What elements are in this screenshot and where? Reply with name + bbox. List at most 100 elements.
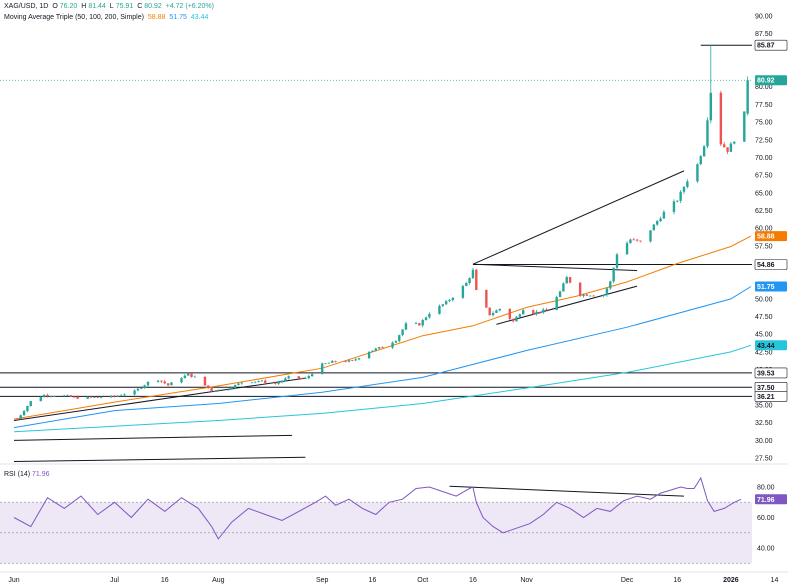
trendline <box>472 170 685 265</box>
candle <box>76 396 79 399</box>
candle <box>682 186 686 192</box>
candle <box>143 385 146 388</box>
time-tick-label: 16 <box>161 577 169 584</box>
candle <box>274 382 277 384</box>
candle <box>193 376 197 378</box>
candle <box>515 316 518 322</box>
candle <box>532 310 535 315</box>
level-tag <box>754 367 788 379</box>
candle <box>632 239 635 241</box>
candle <box>485 290 488 308</box>
candle <box>217 389 220 392</box>
candle <box>46 394 49 397</box>
ma50-value: 58.88 <box>147 14 166 21</box>
time-tick-label: 16 <box>673 577 681 584</box>
ma200-tag <box>755 340 787 351</box>
candle <box>39 397 42 402</box>
time-tick-label: Oct <box>417 577 428 584</box>
candle <box>187 373 190 376</box>
candle <box>511 318 515 322</box>
time-tick-label: 16 <box>369 577 377 584</box>
candle <box>66 395 69 397</box>
candle <box>391 342 394 348</box>
ma-legend: Moving Average Triple (50, 100, 200, Sim… <box>4 14 210 21</box>
price-tick-label: 70.00 <box>755 155 773 162</box>
close-value: 80.92 <box>144 3 162 10</box>
ma50-tag-label: 58.88 <box>757 234 775 241</box>
candle <box>743 111 746 142</box>
level-tag-label: 54.86 <box>757 262 775 269</box>
time-tick-label: 2026 <box>723 577 739 584</box>
candle <box>367 351 371 359</box>
candle <box>183 375 187 379</box>
price-tick-label: 72.50 <box>755 137 773 144</box>
candle <box>357 358 361 360</box>
candle <box>304 378 307 380</box>
level-tag <box>754 39 788 51</box>
candle <box>488 307 491 316</box>
candle <box>746 80 749 114</box>
price-tick-label: 67.50 <box>755 173 773 180</box>
candle <box>160 380 163 382</box>
rsi-legend: RSI (14) 71.96 <box>4 471 50 478</box>
candle <box>444 301 448 305</box>
candle <box>723 144 726 148</box>
price-tick-label: 47.50 <box>755 314 773 321</box>
trendline <box>13 377 306 422</box>
candle <box>535 311 538 315</box>
level-tag <box>754 259 788 270</box>
ma-line-200 <box>13 344 752 433</box>
candle <box>89 396 93 398</box>
rsi-tick-label: 80.00 <box>757 485 775 492</box>
candle <box>163 381 166 384</box>
candle <box>19 415 22 420</box>
candle <box>589 295 592 297</box>
candle <box>257 381 260 382</box>
candle <box>69 395 73 397</box>
time-tick-label: Nov <box>520 577 533 584</box>
candle <box>210 388 213 392</box>
candle <box>461 285 465 298</box>
candle <box>287 376 290 379</box>
ma100-tag-label: 51.75 <box>757 284 775 291</box>
trendline <box>472 263 638 272</box>
price-tick-label: 27.50 <box>755 456 773 463</box>
price-tick-label: 32.50 <box>755 420 773 427</box>
time-tick-label: Dec <box>621 577 634 584</box>
candle <box>418 323 421 326</box>
candle <box>451 297 455 301</box>
ma-title: Moving Average Triple (50, 100, 200, Sim… <box>4 14 144 21</box>
candle <box>448 300 451 302</box>
candle <box>676 200 679 202</box>
candle <box>264 380 267 383</box>
candle <box>468 278 471 283</box>
time-tick-label: 14 <box>771 577 779 584</box>
candle <box>16 419 19 420</box>
candle <box>491 312 495 316</box>
candle <box>733 141 736 144</box>
candle <box>679 191 682 201</box>
candle <box>585 294 589 296</box>
candle <box>398 335 401 342</box>
candle <box>629 239 632 244</box>
trendline <box>13 434 293 441</box>
candle <box>709 92 712 121</box>
candle <box>203 376 207 386</box>
price-tick-label: 42.50 <box>755 349 773 356</box>
candle <box>240 382 243 384</box>
candle <box>381 347 384 348</box>
candle <box>538 311 542 313</box>
candle <box>227 389 230 391</box>
candle <box>213 391 217 392</box>
rsi-tick-label: 40.00 <box>757 546 775 553</box>
candle <box>109 395 113 398</box>
candle <box>120 395 123 397</box>
candle <box>42 394 46 398</box>
price-tick-label: 75.00 <box>755 120 773 127</box>
level-tag-label: 37.50 <box>757 385 775 392</box>
price-tick-label: 65.00 <box>755 190 773 197</box>
candle <box>662 211 666 219</box>
candle <box>639 240 642 242</box>
candle <box>542 309 545 313</box>
